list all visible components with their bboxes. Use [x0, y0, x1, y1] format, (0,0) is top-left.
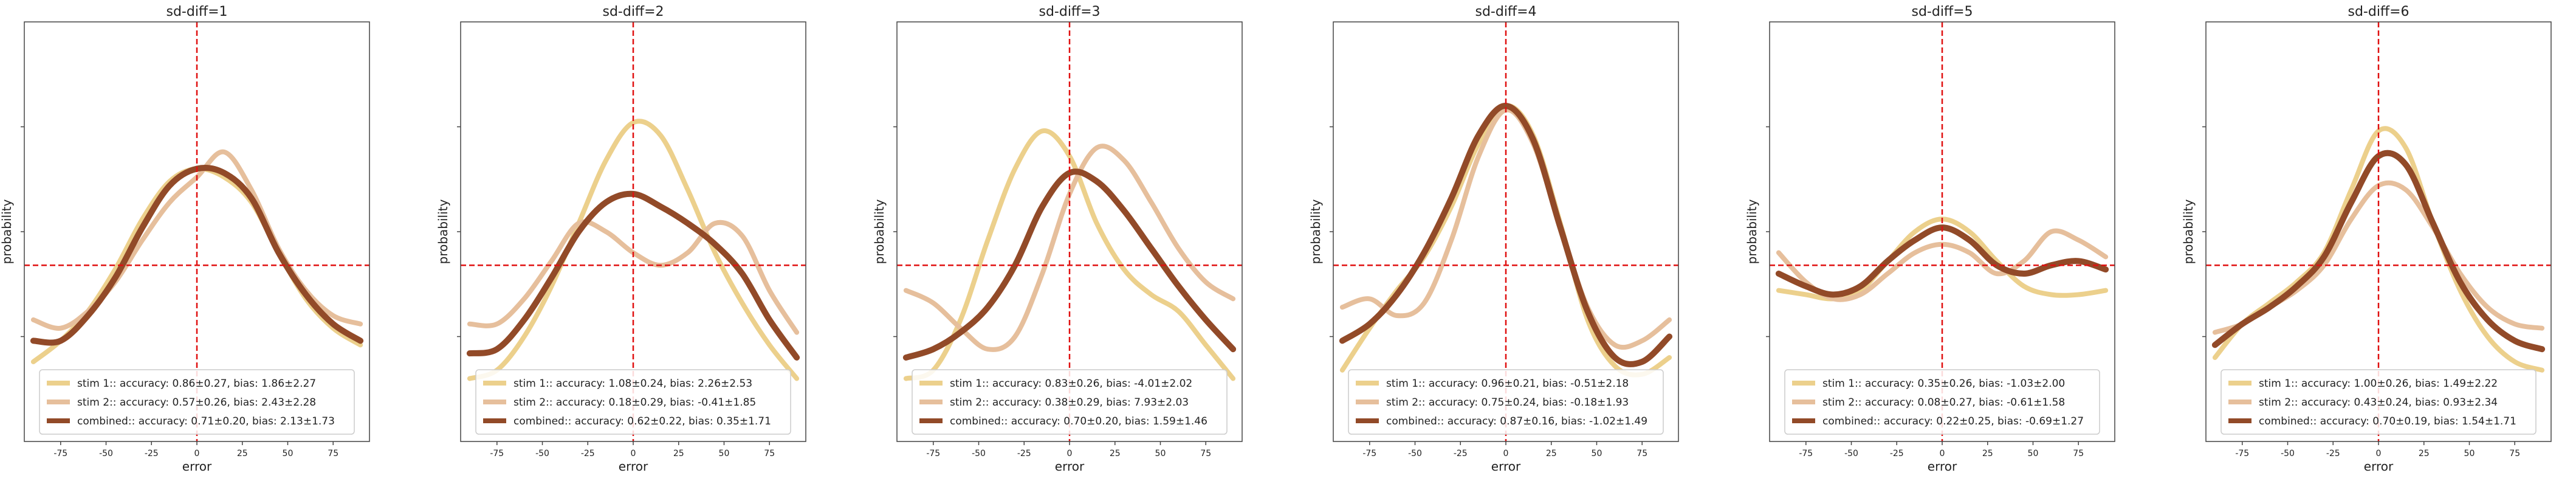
x-tick-label: -75 — [926, 449, 940, 459]
x-tick-label: -75 — [53, 449, 67, 459]
legend-label: stim 1:: accuracy: 0.86±0.27, bias: 1.86… — [77, 378, 316, 390]
x-tick-label: -25 — [145, 449, 159, 459]
legend-label: stim 1:: accuracy: 1.00±0.26, bias: 1.49… — [2259, 378, 2498, 390]
legend: stim 1:: accuracy: 1.08±0.24, bias: 2.26… — [476, 370, 791, 434]
legend-label: stim 2:: accuracy: 0.43±0.24, bias: 0.93… — [2259, 396, 2498, 409]
chart-panel-1: sd-diff=1 -75 -50 -25 0 25 50 75 error probabilit… — [0, 4, 369, 474]
series-line-stim-1 — [2215, 128, 2542, 370]
x-tick-label: -50 — [2281, 449, 2295, 459]
legend-label: stim 2:: accuracy: 0.75±0.24, bias: -0.1… — [1386, 396, 1629, 409]
x-axis-label: error — [2364, 459, 2394, 474]
x-axis-label: error — [182, 459, 212, 474]
x-tick-label: 25 — [2419, 449, 2430, 459]
chart-panel-6: sd-diff=6 -75 -50 -25 0 25 50 75 error probabilit… — [2181, 4, 2551, 474]
chart-title: sd-diff=3 — [1039, 4, 1100, 19]
y-axis-label: probability — [1308, 199, 1323, 264]
x-axis-label: error — [1491, 459, 1521, 474]
x-tick-label: 25 — [1546, 449, 1557, 459]
chart-title: sd-diff=4 — [1475, 4, 1536, 19]
legend-label: combined:: accuracy: 0.22±0.25, bias: -0… — [1822, 415, 2084, 427]
y-axis-label: probability — [2181, 199, 2196, 264]
legend-label: stim 1:: accuracy: 0.96±0.21, bias: -0.5… — [1386, 378, 1629, 390]
legend-label: combined:: accuracy: 0.62±0.22, bias: 0.… — [513, 415, 771, 427]
legend-label: combined:: accuracy: 0.71±0.20, bias: 2.… — [77, 415, 335, 427]
x-tick-label: 75 — [1200, 449, 1211, 459]
x-tick-label: -75 — [2235, 449, 2249, 459]
chart-panel-4: sd-diff=4 -75 -50 -25 0 25 50 75 error probabilit… — [1308, 4, 1678, 474]
x-tick-label: -75 — [1799, 449, 1813, 459]
x-tick-label: 50 — [1592, 449, 1602, 459]
x-tick-label: 50 — [1155, 449, 1166, 459]
legend-label: stim 1:: accuracy: 0.83±0.26, bias: -4.0… — [950, 378, 1192, 390]
x-tick-label: 0 — [1940, 449, 1945, 459]
x-tick-label: 25 — [1982, 449, 1993, 459]
x-tick-label: -25 — [2326, 449, 2340, 459]
chart-title: sd-diff=1 — [166, 4, 227, 19]
x-tick-label: -50 — [1844, 449, 1858, 459]
x-tick-label: -25 — [1890, 449, 1904, 459]
x-tick-label: 25 — [237, 449, 248, 459]
x-tick-label: -50 — [99, 449, 113, 459]
x-tick-label: -25 — [1454, 449, 1468, 459]
x-tick-label: -25 — [1017, 449, 1031, 459]
x-tick-label: 0 — [2376, 449, 2382, 459]
legend: stim 1:: accuracy: 0.83±0.26, bias: -4.0… — [912, 370, 1227, 434]
legend-label: combined:: accuracy: 0.87±0.16, bias: -1… — [1386, 415, 1647, 427]
x-tick-label: 75 — [1637, 449, 1647, 459]
x-tick-label: 25 — [1110, 449, 1121, 459]
x-axis-label: error — [619, 459, 648, 474]
x-tick-label: 75 — [2073, 449, 2084, 459]
legend: stim 1:: accuracy: 0.96±0.21, bias: -0.5… — [1348, 370, 1663, 434]
legend: stim 1:: accuracy: 1.00±0.26, bias: 1.49… — [2221, 370, 2536, 434]
x-axis-label: error — [1055, 459, 1085, 474]
x-tick-label: 0 — [194, 449, 200, 459]
series-group — [2215, 128, 2542, 370]
chart-title: sd-diff=6 — [2348, 4, 2409, 19]
x-tick-label: -25 — [581, 449, 595, 459]
x-tick-label: 50 — [2464, 449, 2475, 459]
x-tick-label: -50 — [972, 449, 986, 459]
x-tick-label: -75 — [1362, 449, 1376, 459]
y-axis-label: probability — [436, 199, 450, 264]
x-tick-label: 75 — [328, 449, 338, 459]
x-tick-label: 50 — [719, 449, 730, 459]
x-tick-label: -50 — [1408, 449, 1422, 459]
x-tick-label: -75 — [490, 449, 504, 459]
x-tick-label: 25 — [673, 449, 684, 459]
chart-panel-3: sd-diff=3 -75 -50 -25 0 25 50 75 error probabilit… — [872, 4, 1242, 474]
x-tick-label: 0 — [1503, 449, 1509, 459]
legend-label: stim 1:: accuracy: 0.35±0.26, bias: -1.0… — [1822, 378, 2065, 390]
legend-label: combined:: accuracy: 0.70±0.19, bias: 1.… — [2259, 415, 2516, 427]
x-tick-label: 75 — [2509, 449, 2520, 459]
x-axis-label: error — [1928, 459, 1957, 474]
x-tick-label: 75 — [764, 449, 775, 459]
x-tick-label: 0 — [631, 449, 636, 459]
legend: stim 1:: accuracy: 0.86±0.27, bias: 1.86… — [39, 370, 354, 434]
x-tick-label: 50 — [283, 449, 294, 459]
x-tick-label: -50 — [535, 449, 549, 459]
y-axis-label: probability — [1745, 199, 1759, 264]
y-axis-label: probability — [872, 199, 887, 264]
chart-panel-2: sd-diff=2 -75 -50 -25 0 25 50 75 error probabilit… — [436, 4, 806, 474]
legend-label: stim 2:: accuracy: 0.08±0.27, bias: -0.6… — [1822, 396, 2065, 409]
chart-panel-5: sd-diff=5 -75 -50 -25 0 25 50 75 error probabilit… — [1745, 4, 2115, 474]
x-tick-label: 0 — [1067, 449, 1073, 459]
chart-title: sd-diff=5 — [1911, 4, 1973, 19]
series-line-combined — [2215, 153, 2542, 350]
legend-label: stim 2:: accuracy: 0.38±0.29, bias: 7.93… — [950, 396, 1189, 409]
legend-label: combined:: accuracy: 0.70±0.20, bias: 1.… — [950, 415, 1207, 427]
x-tick-label: 50 — [2028, 449, 2039, 459]
legend-label: stim 2:: accuracy: 0.57±0.26, bias: 2.43… — [77, 396, 316, 409]
legend-label: stim 2:: accuracy: 0.18±0.29, bias: -0.4… — [513, 396, 756, 409]
legend: stim 1:: accuracy: 0.35±0.26, bias: -1.0… — [1785, 370, 2100, 434]
y-axis-label: probability — [0, 199, 14, 264]
chart-title: sd-diff=2 — [602, 4, 664, 19]
legend-label: stim 1:: accuracy: 1.08±0.24, bias: 2.26… — [513, 378, 752, 390]
